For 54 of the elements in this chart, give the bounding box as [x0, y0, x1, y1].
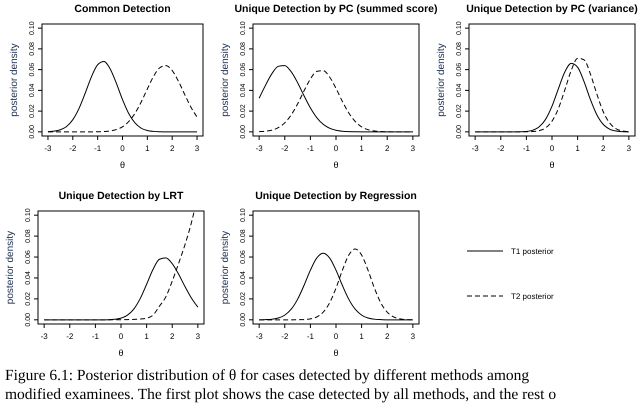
x-axis-title: θ: [549, 160, 555, 170]
x-tick-label: -1: [94, 144, 102, 153]
x-tick-label: 1: [144, 332, 150, 341]
x-tick-label: -2: [69, 144, 77, 153]
x-tick-label: 0: [120, 144, 126, 153]
x-tick-label: 2: [170, 332, 176, 341]
x-tick-label: -2: [66, 332, 74, 341]
x-tick-label: -3: [40, 332, 48, 341]
x-tick-label: -3: [256, 332, 264, 341]
caption: Figure 6.1: Posterior distribution of θ for cases detected by different methods among: [5, 367, 530, 384]
x-tick-label: 1: [575, 144, 580, 153]
x-tick-label: 1: [359, 332, 364, 341]
y-axis-title: posterior density: [220, 230, 231, 304]
legend-label: T2 posterior: [511, 292, 554, 301]
x-tick-label: -1: [306, 332, 314, 341]
x-tick-label: 0: [550, 144, 555, 153]
x-tick-label: 3: [410, 332, 416, 341]
x-tick-label: -1: [92, 332, 100, 341]
chart-title: Unique Detection by PC (variance): [466, 3, 638, 15]
x-tick-label: 0: [118, 332, 124, 341]
x-tick-label: -1: [522, 144, 530, 153]
x-tick-label: -2: [497, 144, 505, 153]
x-tick-label: 0: [334, 332, 339, 341]
x-tick-label: -3: [256, 144, 264, 153]
y-axis-title: posterior density: [436, 43, 447, 117]
x-tick-label: -1: [306, 144, 314, 153]
x-tick-label: 3: [626, 144, 632, 153]
legend-label: T1 posterior: [511, 247, 554, 256]
x-tick-label: 3: [194, 144, 200, 153]
x-tick-label: 2: [601, 144, 606, 153]
x-tick-label: -2: [281, 144, 289, 153]
chart-title: Unique Detection by LRT: [58, 190, 184, 202]
x-tick-label: -3: [44, 144, 52, 153]
x-tick-label: 3: [196, 332, 201, 341]
y-axis-title: posterior density: [5, 230, 16, 304]
x-axis-title: θ: [118, 348, 124, 358]
y-axis-title: posterior density: [9, 43, 20, 117]
x-tick-label: -3: [472, 144, 480, 153]
chart-title: Common Detection: [74, 3, 171, 15]
x-axis-title: θ: [333, 160, 339, 170]
x-axis-title: θ: [333, 348, 339, 358]
text: modified examinees. The first plot shows the case detected by all methods, and the rest o: [5, 386, 556, 403]
x-axis-title: θ: [120, 160, 126, 170]
x-tick-label: -2: [281, 332, 289, 341]
x-tick-label: 3: [410, 144, 416, 153]
x-tick-label: 1: [145, 144, 150, 153]
x-tick-label: 0: [334, 144, 339, 153]
y-axis-title: posterior density: [220, 43, 231, 117]
x-tick-label: 2: [170, 144, 175, 153]
x-tick-label: 1: [359, 144, 364, 153]
chart-title: Unique Detection by Regression: [255, 190, 417, 202]
x-tick-label: 2: [385, 332, 390, 341]
chart-title: Unique Detection by PC (summed score): [234, 3, 438, 15]
x-tick-label: 2: [385, 144, 390, 153]
